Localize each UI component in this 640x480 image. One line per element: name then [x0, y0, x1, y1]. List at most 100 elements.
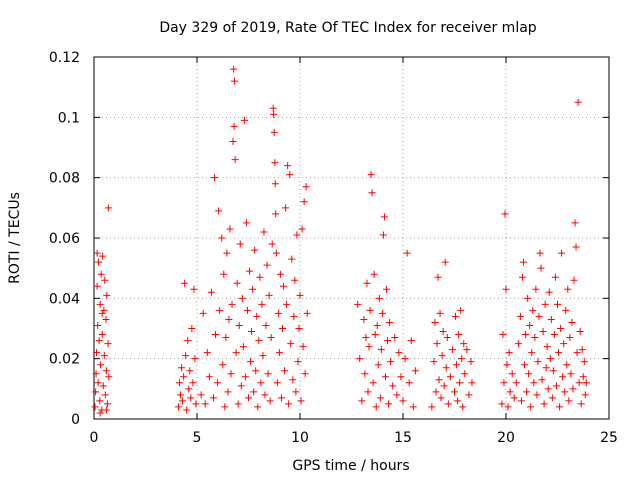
data-point: [101, 391, 109, 399]
data-point: [94, 321, 102, 329]
data-point: [428, 403, 436, 411]
data-point: [302, 183, 310, 191]
data-point: [98, 331, 106, 339]
data-point: [211, 174, 219, 182]
data-point: [374, 361, 382, 369]
data-point: [286, 171, 294, 179]
data-point: [437, 394, 445, 402]
data-point: [280, 282, 288, 290]
data-point: [214, 379, 222, 387]
data-point: [275, 349, 283, 357]
data-point: [442, 364, 450, 372]
data-point: [292, 388, 300, 396]
data-point: [233, 279, 241, 287]
data-point: [358, 397, 366, 405]
data-point: [102, 367, 110, 375]
data-point: [228, 300, 236, 308]
data-point: [260, 228, 268, 236]
y-tick-label: 0.08: [49, 171, 80, 187]
data-point: [255, 337, 263, 345]
data-point: [179, 397, 187, 405]
data-point: [534, 358, 542, 366]
data-point: [393, 391, 401, 399]
data-point: [205, 373, 213, 381]
data-point: [236, 240, 244, 248]
data-point: [253, 312, 261, 320]
data-point: [96, 300, 104, 308]
data-point: [409, 403, 417, 411]
data-point: [379, 231, 387, 239]
data-point: [265, 291, 273, 299]
data-point: [575, 379, 583, 387]
data-point: [508, 370, 516, 378]
data-point: [92, 370, 100, 378]
y-tick-label: 0.06: [49, 231, 80, 247]
data-point: [499, 331, 507, 339]
data-point: [465, 391, 473, 399]
data-point: [362, 334, 370, 342]
data-point: [378, 309, 386, 317]
data-point: [256, 273, 264, 281]
data-point: [97, 270, 105, 278]
data-point: [182, 352, 190, 360]
data-point: [574, 98, 582, 106]
data-point: [566, 334, 574, 342]
data-point: [246, 267, 254, 275]
data-point: [247, 358, 255, 366]
data-point: [557, 325, 565, 332]
data-point: [281, 367, 289, 375]
data-point: [387, 358, 395, 366]
data-point: [263, 261, 271, 269]
data-point: [231, 156, 239, 164]
data-point: [577, 400, 585, 408]
data-point: [517, 397, 525, 405]
data-point: [252, 367, 260, 375]
data-point: [226, 225, 234, 233]
data-point: [232, 349, 240, 357]
data-point: [103, 291, 111, 299]
data-point: [361, 370, 369, 378]
data-point: [91, 403, 99, 411]
data-point: [300, 198, 308, 206]
data-point: [540, 400, 548, 408]
data-point: [567, 370, 575, 378]
y-tick-label: 0.1: [58, 110, 80, 126]
data-point: [93, 282, 101, 290]
data-point: [283, 300, 291, 308]
data-point: [297, 397, 305, 405]
data-point: [441, 258, 449, 266]
data-point: [224, 388, 232, 396]
data-point: [460, 340, 468, 348]
x-tick-label: 5: [193, 430, 202, 446]
data-point: [501, 210, 509, 218]
data-point: [569, 385, 577, 393]
data-point: [267, 334, 275, 342]
data-point: [533, 391, 541, 399]
data-point: [290, 312, 298, 320]
data-point: [522, 331, 530, 339]
data-point: [531, 334, 539, 342]
data-point: [291, 276, 299, 284]
data-point: [431, 318, 439, 326]
data-point: [356, 355, 364, 363]
data-point: [367, 171, 375, 179]
data-point: [92, 349, 100, 357]
data-point: [385, 400, 393, 408]
data-point: [448, 346, 456, 354]
data-point: [294, 358, 302, 366]
data-point: [363, 279, 371, 287]
data-point: [365, 343, 373, 351]
data-point: [234, 400, 242, 408]
data-point: [504, 403, 512, 411]
data-point: [555, 349, 563, 357]
plot-frame: [93, 56, 610, 420]
data-point: [561, 388, 569, 396]
data-point: [284, 162, 292, 170]
data-point: [407, 337, 415, 345]
data-point: [545, 288, 553, 296]
data-point: [529, 306, 537, 314]
data-point: [535, 312, 543, 320]
data-point: [373, 321, 381, 329]
data-point: [430, 358, 438, 366]
data-point: [250, 388, 258, 396]
